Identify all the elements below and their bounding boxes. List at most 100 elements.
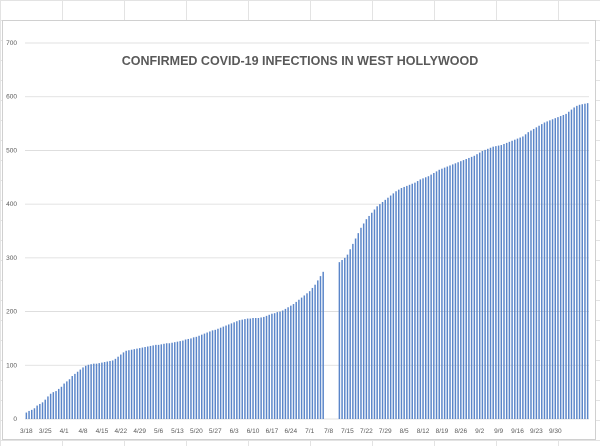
x-tick-label: 8/26 (454, 428, 467, 435)
chart-area[interactable]: 0 100 200 300 400 500 600 700 3/18 3/25 4/1 4/8 4/1… (2, 20, 596, 440)
chart-title: CONFIRMED COVID-19 INFECTIONS IN WEST HO… (122, 54, 479, 68)
bar (298, 299, 300, 419)
bar (198, 335, 200, 419)
bar (379, 204, 381, 419)
bar (222, 326, 225, 419)
bar (346, 254, 349, 419)
x-tick-label: 4/15 (96, 428, 109, 435)
bar (584, 103, 586, 419)
bar (408, 184, 411, 419)
bar (478, 152, 481, 419)
y-tick-label: 600 (6, 94, 17, 101)
x-tick-label: 3/18 (20, 428, 33, 435)
x-tick-label: 7/8 (324, 428, 333, 435)
bar (430, 174, 432, 419)
bar (147, 346, 149, 419)
bar (308, 291, 311, 419)
bar (252, 318, 254, 419)
bar (468, 157, 470, 419)
bar (538, 125, 540, 419)
x-tick-label: 7/1 (305, 428, 314, 435)
bar (543, 122, 546, 419)
bar (557, 117, 559, 419)
y-tick-label: 200 (6, 309, 17, 316)
bar (271, 313, 273, 419)
bar (373, 209, 376, 419)
bar (300, 297, 303, 419)
x-tick-label: 5/13 (171, 428, 184, 435)
bar (111, 360, 114, 419)
bar (573, 107, 575, 420)
x-tick-label: 7/22 (360, 428, 373, 435)
bar (106, 361, 109, 419)
bar (109, 360, 111, 419)
bar (460, 161, 462, 420)
bar (287, 307, 289, 419)
y-tick-label: 0 (13, 416, 17, 423)
bar (446, 166, 449, 419)
bar (230, 323, 233, 419)
x-tick-label: 5/6 (154, 428, 163, 435)
chart-canvas: 0 100 200 300 400 500 600 700 3/18 3/25 4/1 4/8 4/1… (6, 40, 589, 435)
y-tick-label: 100 (6, 362, 17, 369)
bar (122, 352, 125, 419)
x-tick-label: 4/1 (60, 428, 69, 435)
bar (576, 105, 578, 419)
x-tick-label: 9/16 (511, 428, 524, 435)
bar (93, 363, 95, 419)
bar (171, 342, 173, 419)
bar (98, 363, 100, 419)
bar (530, 130, 532, 420)
bar (392, 193, 395, 419)
x-tick-label: 9/9 (494, 428, 503, 435)
x-tick-label: 6/17 (266, 428, 279, 435)
bar (66, 381, 68, 419)
bars (25, 103, 589, 420)
x-tick-label: 4/22 (114, 428, 127, 435)
bar (174, 342, 176, 419)
bar (236, 321, 238, 419)
bar (52, 392, 55, 419)
bar (36, 405, 38, 419)
bar (362, 223, 365, 419)
bar (451, 164, 454, 419)
bar (476, 154, 478, 419)
bar (133, 349, 136, 419)
bar (228, 324, 230, 419)
bar (371, 212, 373, 419)
bar (541, 124, 543, 420)
bar (76, 371, 79, 419)
bar (403, 186, 405, 419)
bar (47, 396, 49, 419)
bar (522, 136, 524, 419)
bar (546, 121, 548, 420)
bar (311, 287, 314, 419)
bar (559, 116, 562, 420)
bar (438, 169, 440, 419)
bar (492, 146, 494, 420)
bar (125, 350, 127, 419)
bar (209, 331, 211, 419)
x-tick-label: 6/10 (247, 428, 260, 435)
bar (241, 319, 243, 419)
bar (84, 365, 87, 419)
bar (398, 189, 400, 419)
bar (554, 118, 557, 419)
bar (128, 350, 130, 419)
bar (462, 160, 465, 419)
bar (389, 195, 392, 419)
bar (535, 127, 538, 419)
bar (427, 176, 430, 419)
bar (74, 373, 76, 419)
bar (562, 114, 565, 419)
bar (441, 168, 443, 419)
bar (416, 181, 419, 419)
bar (354, 238, 357, 419)
bar (279, 311, 281, 419)
bar (249, 318, 252, 419)
bar (163, 343, 165, 419)
x-tick-label: 9/2 (475, 428, 484, 435)
bar (179, 341, 181, 419)
bar (290, 305, 292, 419)
x-tick-label: 6/24 (284, 428, 297, 435)
